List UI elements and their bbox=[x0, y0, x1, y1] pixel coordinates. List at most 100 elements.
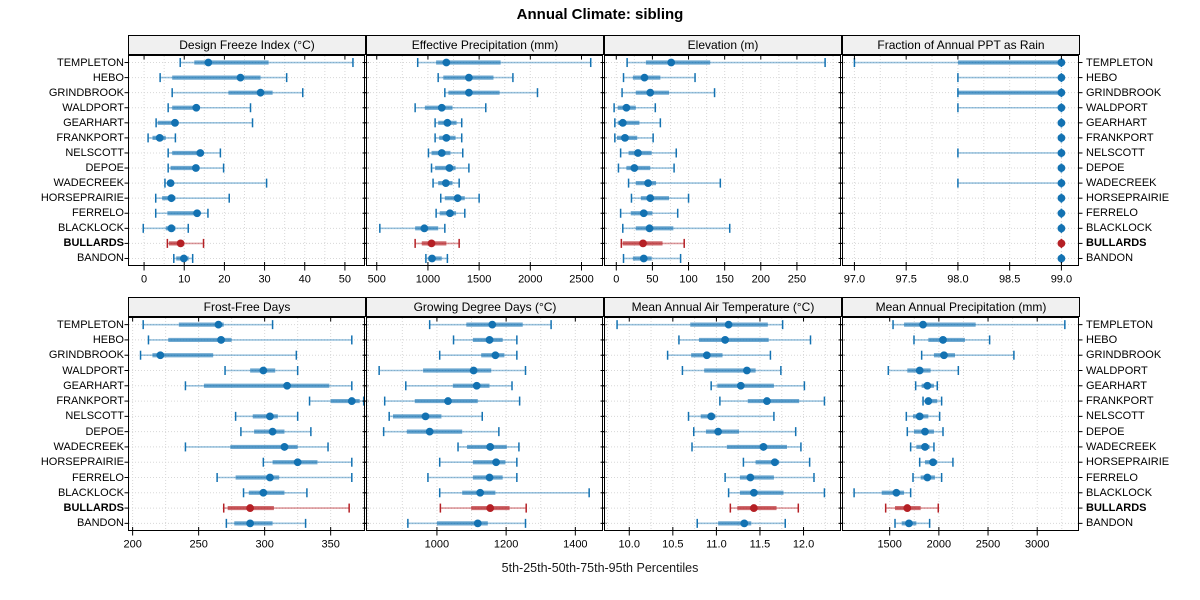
median-dot bbox=[640, 73, 649, 82]
station-label-right-templeton: TEMPLETON bbox=[1086, 56, 1154, 69]
panel-strip-design-freeze-index-c: Design Freeze Index (°C) bbox=[128, 35, 366, 55]
x-tick-label: 98.0 bbox=[947, 274, 968, 286]
interval-blacklock bbox=[242, 488, 308, 498]
interval-hebo bbox=[452, 335, 518, 345]
interval-gearhart bbox=[434, 118, 463, 128]
station-label-right-grindbrook: GRINDBROOK bbox=[1086, 349, 1162, 362]
median-dot bbox=[491, 351, 500, 360]
interval-grindbrook bbox=[621, 88, 716, 98]
x-tick-label: 97.0 bbox=[844, 274, 865, 286]
interval-frankport bbox=[434, 133, 463, 143]
median-dot bbox=[444, 397, 452, 405]
median-dot bbox=[156, 351, 165, 360]
interval-bullards bbox=[729, 503, 800, 513]
x-tick-label: 1400 bbox=[563, 539, 587, 551]
interval-frankport bbox=[383, 396, 521, 406]
x-tick-label: 250 bbox=[189, 539, 207, 551]
station-label-right-ferrelo: FERRELO bbox=[1086, 207, 1138, 220]
interval-depoe bbox=[167, 163, 225, 173]
interval-wadecreek bbox=[457, 442, 520, 452]
station-label-left-horseprairie: HORSEPRAIRIE bbox=[40, 456, 124, 469]
median-dot bbox=[485, 336, 494, 344]
x-tick-label: 98.5 bbox=[999, 274, 1020, 286]
station-label-left-wadecreek: WADECREEK bbox=[53, 440, 125, 453]
station-label-right-frankport: FRANKPORT bbox=[1086, 395, 1154, 408]
x-tick-label: 50 bbox=[339, 274, 351, 286]
median-dot bbox=[749, 488, 758, 497]
panel-plot-mean-annual-precipitation-mm: 1500 2000 2500 3000 bbox=[838, 317, 1083, 551]
interval-ferrelo bbox=[435, 208, 466, 218]
station-label-left-blacklock: BLACKLOCK bbox=[57, 222, 124, 235]
median-dot bbox=[214, 320, 223, 329]
interval-bandon bbox=[225, 518, 307, 528]
panel-plot-mean-annual-air-temperature-c: 10.0 10.5 11.0 11.5 12.0 bbox=[600, 317, 845, 551]
interval-frankport bbox=[614, 133, 654, 143]
median-dot bbox=[714, 427, 723, 436]
station-label-left-ferrelo: FERRELO bbox=[72, 471, 124, 484]
interval-templeton bbox=[892, 320, 1066, 330]
median-dot bbox=[724, 320, 733, 329]
median-dot bbox=[420, 224, 429, 233]
median-dot bbox=[892, 488, 901, 497]
median-dot bbox=[266, 412, 274, 421]
median-dot bbox=[236, 73, 245, 82]
median-dot bbox=[770, 458, 779, 467]
interval-waldport bbox=[224, 366, 299, 375]
interval-horseprairie bbox=[262, 457, 353, 467]
median-dot bbox=[443, 118, 452, 127]
station-label-left-bandon: BANDON bbox=[76, 252, 124, 265]
interval-templeton bbox=[142, 320, 274, 330]
station-label-right-waldport: WALDPORT bbox=[1086, 364, 1148, 377]
interval-blacklock bbox=[727, 488, 826, 498]
median-dot bbox=[763, 397, 771, 405]
interval-templeton bbox=[853, 58, 1066, 68]
station-label-right-frankport: FRANKPORT bbox=[1086, 131, 1154, 144]
x-tick-label: 50 bbox=[646, 274, 658, 286]
panel-plot-elevation-m: 0 50 100 150 200 250 bbox=[600, 55, 845, 286]
interval-grindbrook bbox=[666, 350, 772, 360]
median-dot bbox=[1057, 149, 1066, 157]
interval-blacklock bbox=[379, 223, 446, 233]
median-dot bbox=[1057, 209, 1066, 218]
interval-grindbrook bbox=[920, 350, 1015, 360]
interval-frankport bbox=[147, 133, 177, 143]
interval-bullards bbox=[414, 238, 460, 248]
interval-templeton bbox=[616, 320, 784, 330]
station-label-left-gearhart: GEARHART bbox=[63, 116, 124, 129]
interval-wadecreek bbox=[627, 178, 722, 188]
interval-hebo bbox=[437, 73, 514, 83]
station-label-left-depoe: DEPOE bbox=[85, 425, 124, 438]
median-dot bbox=[191, 164, 200, 172]
interval-bullards bbox=[222, 503, 350, 513]
interval-bandon bbox=[696, 518, 786, 528]
interval-gearhart bbox=[1057, 118, 1066, 128]
interval-hebo bbox=[957, 73, 1066, 83]
median-dot bbox=[442, 58, 451, 67]
interval-nelscott bbox=[957, 148, 1066, 158]
median-dot bbox=[639, 209, 648, 218]
median-dot bbox=[347, 397, 356, 405]
median-dot bbox=[196, 149, 205, 157]
x-tick-label: 10.0 bbox=[619, 539, 640, 551]
median-dot bbox=[259, 488, 268, 497]
interval-frankport bbox=[1057, 133, 1066, 143]
station-label-left-nelscott: NELSCOTT bbox=[65, 410, 124, 423]
interval-ferrelo bbox=[619, 208, 679, 218]
station-label-right-horseprairie: HORSEPRAIRIE bbox=[1086, 192, 1170, 205]
interval-horseprairie bbox=[630, 193, 690, 203]
median-dot bbox=[915, 366, 924, 375]
median-dot bbox=[167, 224, 176, 233]
station-label-right-bandon: BANDON bbox=[1086, 517, 1134, 530]
station-label-left-templeton: TEMPLETON bbox=[56, 318, 124, 331]
median-dot bbox=[469, 366, 478, 375]
median-dot bbox=[217, 336, 225, 344]
interval-gearhart bbox=[710, 381, 806, 391]
median-dot bbox=[644, 179, 652, 188]
station-label-left-frankport: FRANKPORT bbox=[56, 131, 124, 144]
interval-gearhart bbox=[614, 118, 662, 128]
interval-bandon bbox=[425, 253, 449, 263]
station-label-left-blacklock: BLACKLOCK bbox=[57, 486, 124, 499]
station-label-left-hebo: HEBO bbox=[92, 71, 124, 84]
median-dot bbox=[428, 254, 436, 263]
station-label-right-blacklock: BLACKLOCK bbox=[1086, 486, 1153, 499]
